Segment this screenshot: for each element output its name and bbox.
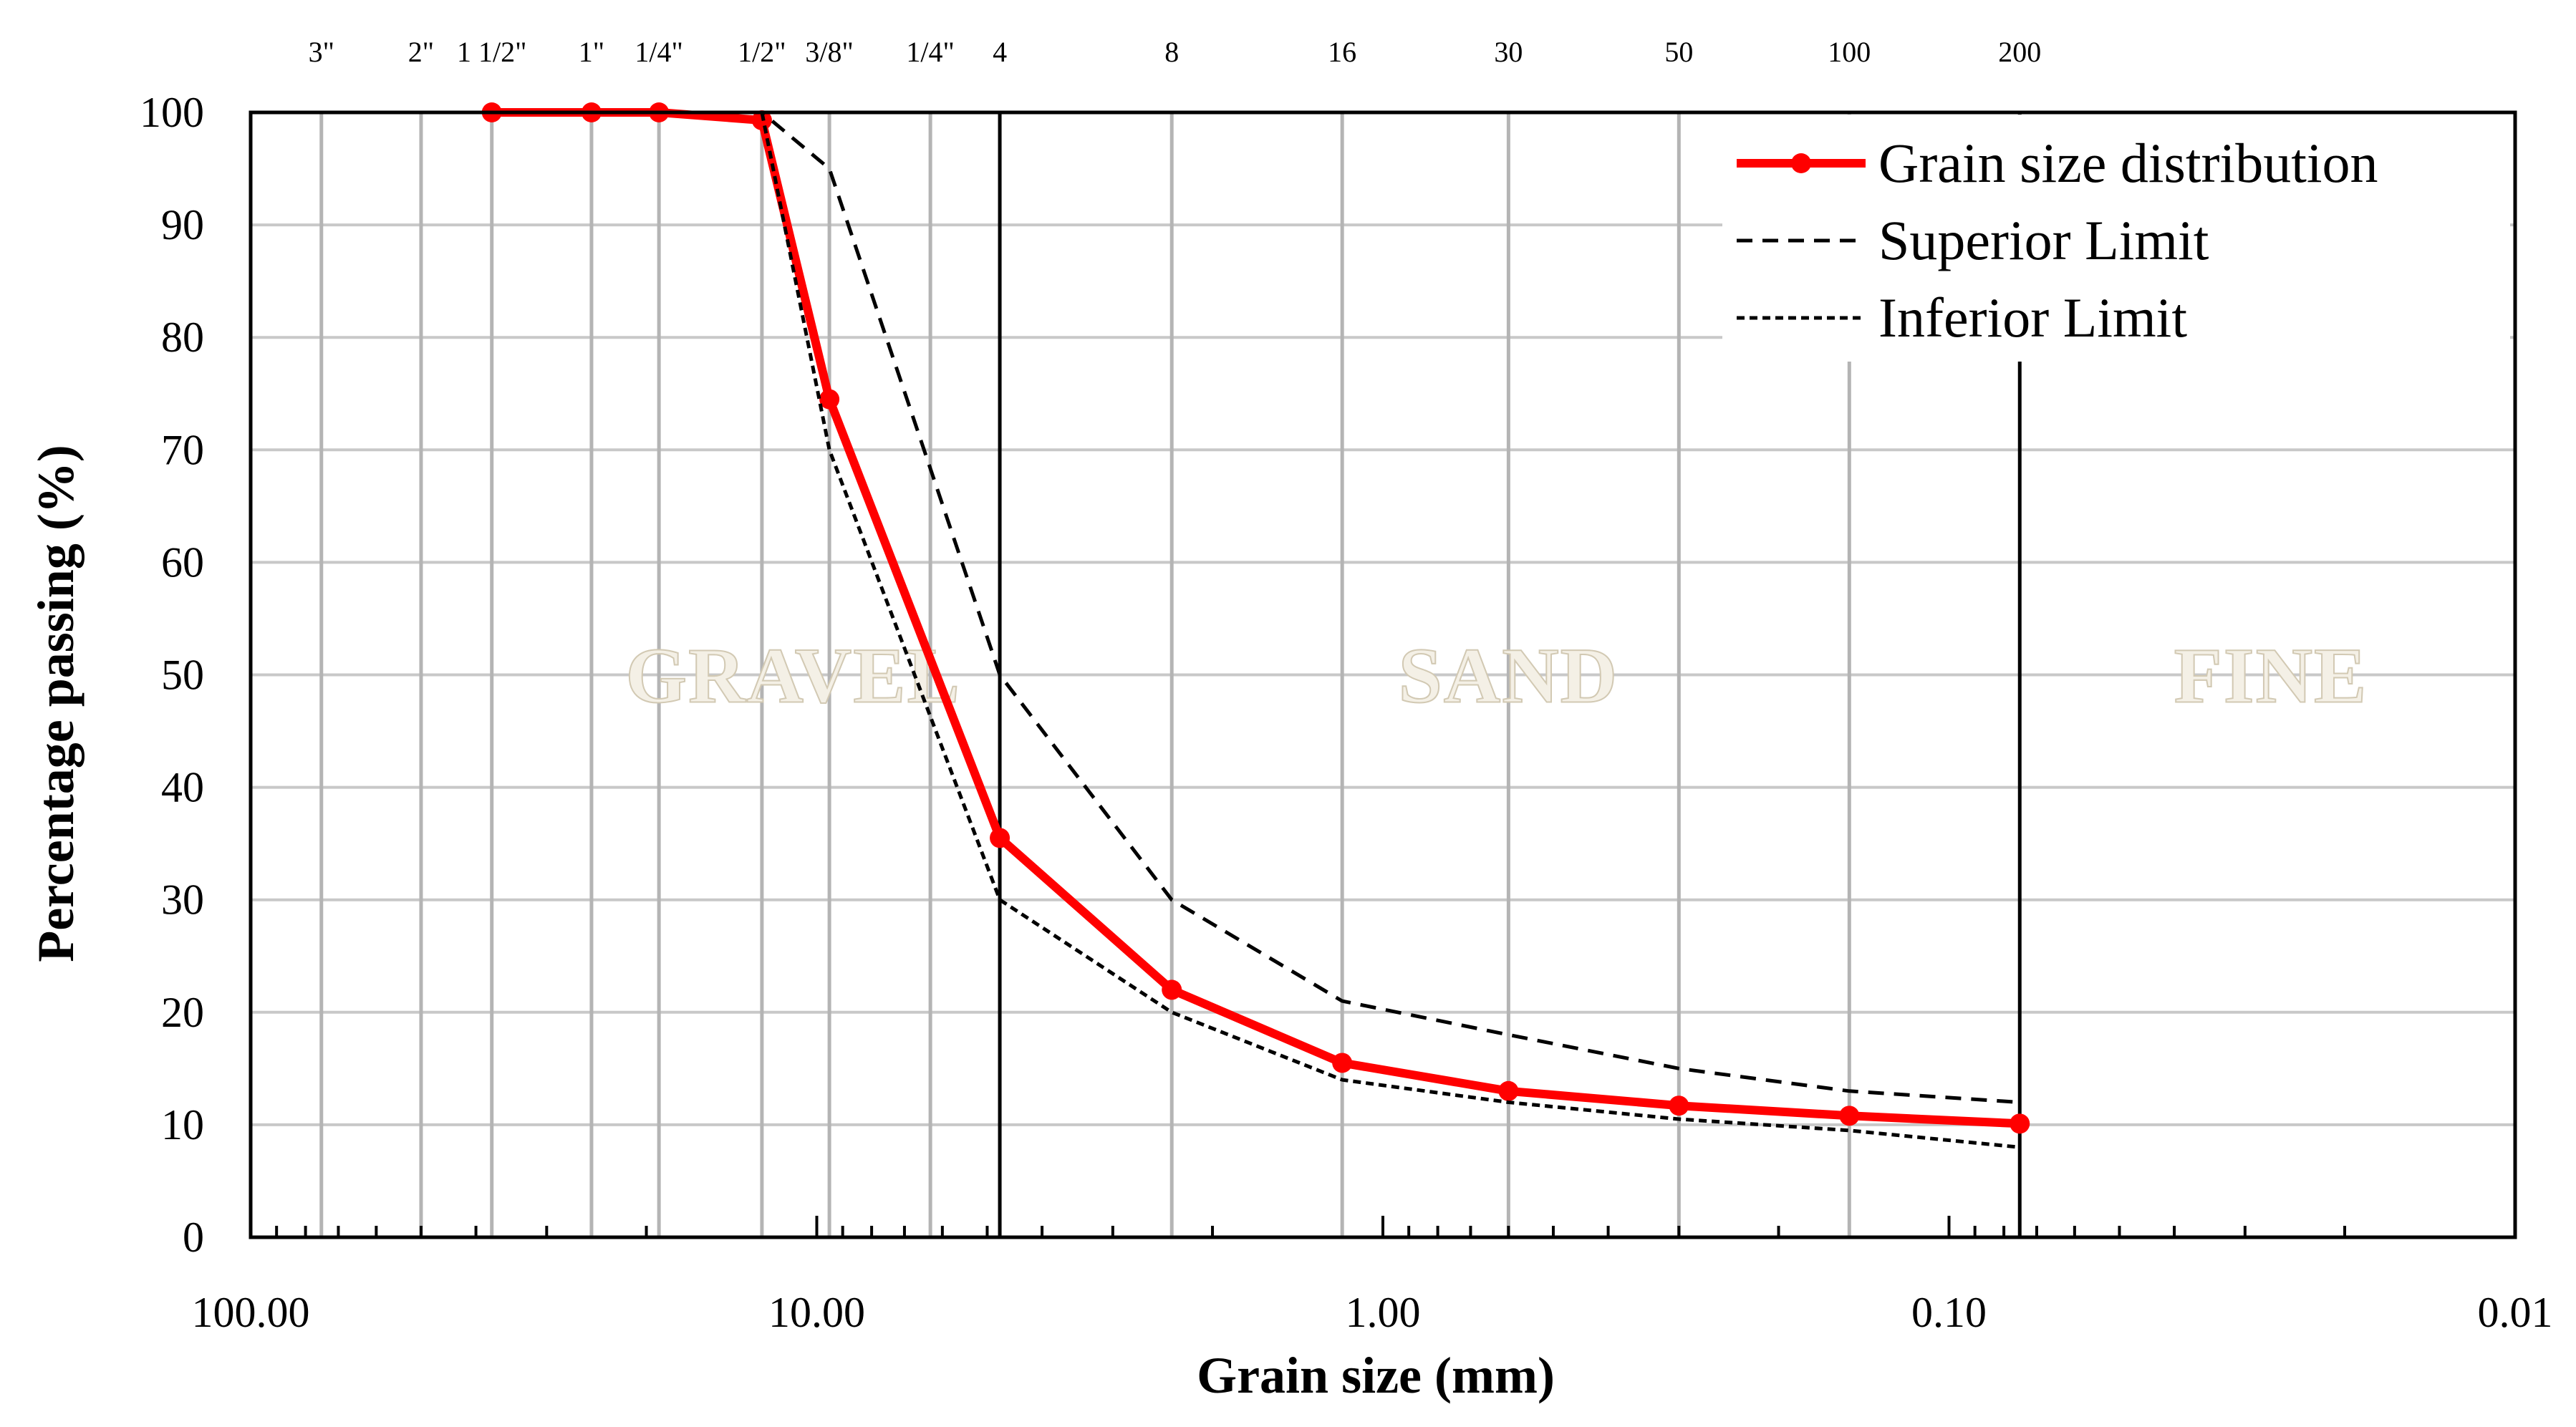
data-point [1839, 1106, 1860, 1126]
y-axis-title: Percentage passing (%) [27, 445, 85, 962]
x-axis-title: Grain size (mm) [1197, 1347, 1555, 1404]
sieve-label: 1" [579, 36, 604, 68]
sieve-label: 16 [1328, 36, 1356, 68]
legend-box [1722, 115, 2510, 362]
sieve-label: 200 [1998, 36, 2041, 68]
sieve-label: 3/8" [805, 36, 853, 68]
sieve-label: 8 [1164, 36, 1179, 68]
data-point [1162, 979, 1182, 1000]
sieve-label: 100 [1828, 36, 1871, 68]
sieve-label: 1/4" [906, 36, 954, 68]
sieve-label: 50 [1664, 36, 1693, 68]
y-tick-label: 40 [161, 764, 204, 811]
data-point [1332, 1053, 1353, 1073]
legend-label-1: Superior Limit [1878, 209, 2209, 271]
legend: Grain size distribution Superior Limit Inf… [1722, 115, 2510, 362]
sieve-label: 1/2" [738, 36, 786, 68]
legend-label-0: Grain size distribution [1878, 132, 2378, 194]
y-tick-label: 80 [161, 314, 204, 361]
sieve-label: 30 [1494, 36, 1523, 68]
soil-zone-labels: GRAVEL SAND FINE [625, 632, 2368, 720]
y-tick-label: 10 [161, 1101, 204, 1148]
y-tick-label: 30 [161, 876, 204, 924]
sieve-label: 2" [408, 36, 434, 68]
y-tick-label: 70 [161, 426, 204, 473]
zone-label-sand: SAND [1399, 632, 1619, 720]
sieve-label: 1/4" [635, 36, 682, 68]
x-tick-label: 100.00 [192, 1289, 310, 1336]
y-tick-label: 90 [161, 201, 204, 248]
x-tick-label: 0.10 [1911, 1289, 1987, 1336]
axes: 3" 2" 1 1/2" 1" 1/4" 1/2" 3/8" 1/4" 4 8 16 30 50 100 2… [27, 36, 2553, 1404]
legend-marker [1791, 153, 1811, 173]
sieve-label: 3" [309, 36, 334, 68]
x-tick-label: 1.00 [1346, 1289, 1421, 1336]
y-tick-label: 50 [161, 652, 204, 699]
y-tick-label: 100 [140, 89, 204, 136]
legend-label-2: Inferior Limit [1878, 286, 2187, 349]
x-tick-label: 0.01 [2478, 1289, 2553, 1336]
sieve-label: 4 [993, 36, 1007, 68]
zone-label-gravel: GRAVEL [626, 632, 961, 720]
y-tick-label: 20 [161, 989, 204, 1036]
data-point [990, 828, 1010, 848]
data-point [1498, 1080, 1519, 1101]
data-point [819, 389, 840, 410]
data-point [2010, 1113, 2030, 1134]
x-tick-label: 10.00 [768, 1289, 865, 1336]
zone-label-fine: FINE [2174, 632, 2368, 720]
y-tick-label: 60 [161, 538, 204, 586]
sieve-label: 1 1/2" [457, 36, 526, 68]
y-tick-label: 0 [183, 1214, 204, 1261]
series-line-2 [491, 110, 2020, 1149]
series-line-1 [491, 110, 2020, 1104]
data-point [1669, 1095, 1689, 1116]
